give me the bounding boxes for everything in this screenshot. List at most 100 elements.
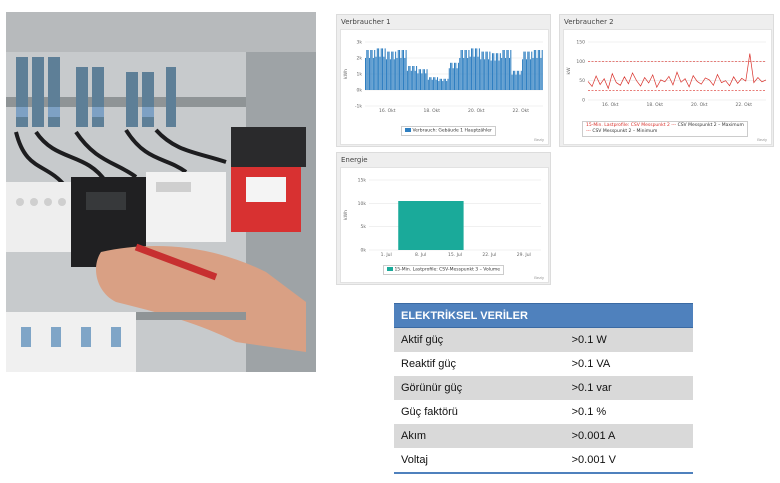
bar bbox=[452, 68, 454, 90]
row-label: Güç faktörü bbox=[394, 400, 572, 424]
bar bbox=[503, 50, 505, 90]
bar bbox=[375, 56, 377, 90]
bar bbox=[429, 77, 431, 90]
bar bbox=[410, 70, 412, 90]
table-row: Güç faktörü >0.1 % bbox=[394, 400, 693, 424]
legend: 15-Min. Lastprofile: CSV-Messpunkt 3 – V… bbox=[383, 265, 505, 275]
bar bbox=[417, 73, 419, 90]
x-tick-label: 29. Jul bbox=[517, 252, 531, 258]
bar bbox=[463, 58, 465, 90]
bar bbox=[480, 59, 482, 90]
bar bbox=[519, 74, 521, 90]
legend-item-maximum: CSV Messpunkt 2 – Maximum bbox=[677, 123, 744, 128]
bar bbox=[376, 48, 378, 90]
bar bbox=[371, 50, 373, 90]
bar bbox=[433, 77, 435, 90]
chart-credit: Beziy bbox=[534, 137, 544, 142]
bar bbox=[419, 69, 422, 90]
bar bbox=[447, 78, 449, 90]
bar bbox=[525, 59, 528, 90]
y-tick-label: 15k bbox=[358, 178, 367, 184]
bar bbox=[467, 58, 469, 90]
bar bbox=[370, 50, 372, 90]
bar bbox=[508, 58, 511, 90]
bar bbox=[522, 59, 524, 90]
bar bbox=[464, 50, 466, 90]
bar bbox=[537, 50, 539, 90]
bar bbox=[388, 51, 390, 90]
bar bbox=[501, 58, 503, 90]
consumption-chart-2: 150 100 50 0 16. Okt 18. Okt 20. Okt 22. Okt kW bbox=[566, 40, 767, 108]
row-value: >0.1 % bbox=[571, 400, 693, 424]
bar bbox=[385, 59, 387, 90]
bar bbox=[442, 81, 444, 90]
x-tick-label: 15. Jul bbox=[448, 252, 462, 258]
bar bbox=[402, 50, 405, 90]
y-axis-label: kWh bbox=[343, 69, 349, 79]
table-row: Akım >0.001 A bbox=[394, 424, 693, 448]
bar bbox=[414, 70, 416, 90]
bar bbox=[379, 56, 381, 90]
row-label: Akım bbox=[394, 424, 572, 448]
x-tick-label: 18. Okt bbox=[647, 102, 664, 108]
x-tick-label: 22. Okt bbox=[513, 108, 530, 114]
row-value: >0.1 var bbox=[571, 376, 693, 400]
legend-item-series: 15-Min. Lastprofile: CSV Messpunkt 2 bbox=[586, 123, 670, 128]
bar bbox=[392, 51, 394, 90]
bar bbox=[416, 66, 418, 90]
bar bbox=[421, 73, 423, 90]
row-value: >0.001 A bbox=[571, 424, 693, 448]
bar bbox=[368, 58, 370, 90]
bar bbox=[516, 70, 518, 90]
bar bbox=[423, 69, 425, 90]
y-tick-label: 0 bbox=[582, 98, 585, 104]
row-label: Görünür güç bbox=[394, 376, 572, 400]
bar bbox=[384, 48, 386, 90]
bar bbox=[426, 69, 428, 90]
bar bbox=[389, 59, 391, 90]
bar bbox=[482, 51, 484, 90]
bar bbox=[481, 51, 483, 90]
legend: 15-Min. Lastprofile: CSV Messpunkt 2 ---… bbox=[582, 121, 748, 137]
row-value: >0.1 VA bbox=[571, 352, 693, 376]
bar bbox=[396, 58, 398, 90]
bar bbox=[536, 58, 538, 90]
table-header: ELEKTRİKSEL VERİLER bbox=[394, 303, 693, 328]
bar bbox=[515, 74, 517, 90]
bar bbox=[490, 60, 492, 90]
plot-area: 150 100 50 0 16. Okt 18. Okt 20. Okt 22. Okt kW … bbox=[563, 29, 772, 145]
bar bbox=[448, 68, 450, 90]
chart-credit: Beziy bbox=[534, 275, 544, 280]
bar bbox=[531, 51, 533, 90]
x-tick-label: 8. Jul bbox=[415, 252, 426, 258]
bar bbox=[434, 77, 436, 90]
bar bbox=[412, 66, 414, 90]
bar bbox=[533, 50, 535, 90]
bar bbox=[514, 70, 516, 90]
y-tick-label: 0k bbox=[361, 248, 367, 254]
bar bbox=[406, 70, 408, 90]
y-tick-label: 5k bbox=[361, 224, 367, 230]
bar bbox=[444, 78, 446, 90]
row-value: >0.001 V bbox=[571, 448, 693, 474]
row-value: >0.1 W bbox=[571, 327, 693, 352]
bar bbox=[451, 62, 453, 90]
row-label: Aktif güç bbox=[394, 327, 572, 352]
chart-panel-verbraucher-1: Verbraucher 1 3k 2k 1k 0k -1k 16. Okt 18. Okt 2… bbox=[336, 14, 551, 147]
bar bbox=[505, 58, 507, 90]
bar bbox=[512, 70, 514, 90]
bar bbox=[378, 48, 380, 90]
x-tick-label: 16. Okt bbox=[379, 108, 396, 114]
bar bbox=[430, 77, 432, 90]
table-row: Reaktif güç >0.1 VA bbox=[394, 352, 693, 376]
y-tick-label: 3k bbox=[357, 40, 363, 46]
bar bbox=[528, 51, 530, 90]
bar bbox=[520, 70, 522, 90]
bar bbox=[499, 53, 501, 90]
x-tick-label: 20. Okt bbox=[691, 102, 708, 108]
x-tick-label: 1. Jul bbox=[381, 252, 392, 258]
bar bbox=[367, 50, 369, 90]
bar bbox=[435, 79, 437, 90]
panel-title: Verbraucher 2 bbox=[564, 18, 614, 26]
bar bbox=[529, 59, 531, 90]
